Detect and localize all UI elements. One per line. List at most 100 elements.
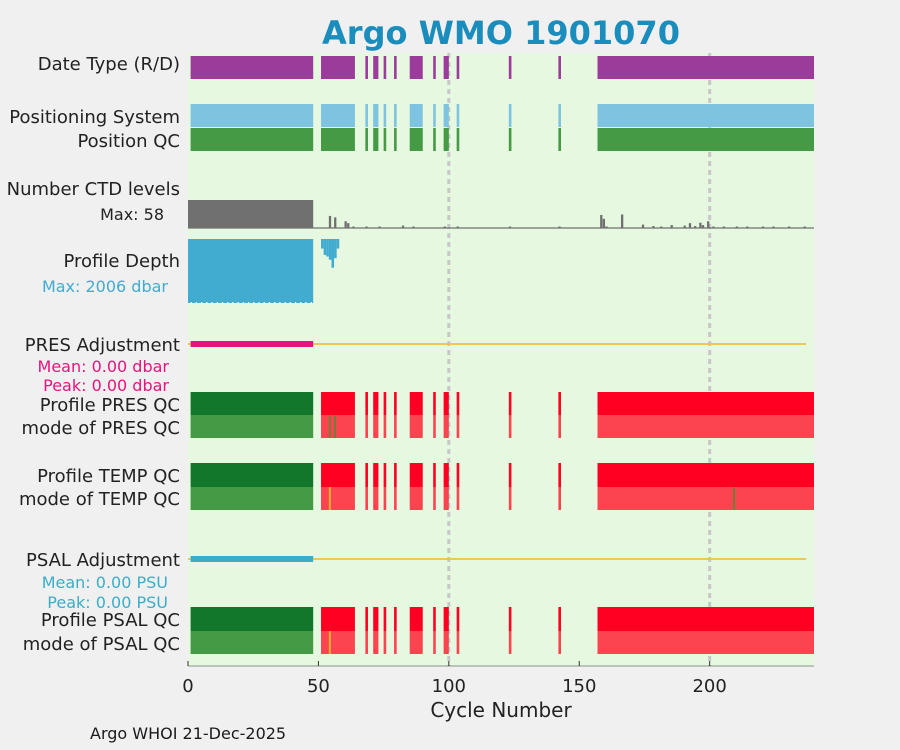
mode-temp-qc-mark [733, 487, 736, 510]
depth-tick [237, 302, 239, 304]
positioning-system-segment [456, 104, 460, 127]
psal-mean-label: Mean: 0.00 PSU [42, 573, 168, 592]
depth-tick [242, 302, 244, 304]
mode-psal-qc-segment [409, 631, 423, 654]
ctd-bar [412, 226, 415, 228]
x-tick-label: 200 [692, 676, 726, 697]
position-qc-segment [383, 128, 387, 151]
mode-temp-qc-segment [373, 487, 379, 510]
x-axis-label: Cycle Number [430, 698, 572, 722]
ctd-bar [712, 226, 715, 228]
ctd-bar [641, 224, 645, 228]
date-type-segment [394, 56, 397, 79]
row-label: PRES Adjustment [25, 335, 180, 356]
positioning-system-segment [373, 104, 379, 127]
position-qc-segment [456, 128, 460, 151]
mode-temp-qc-segment [597, 487, 814, 510]
mode-pres-qc-segment [365, 415, 368, 438]
footer-credit: Argo WHOI 21-Dec-2025 [90, 724, 287, 743]
row-label: mode of PRES QC [22, 418, 180, 439]
date-type-segment [373, 56, 379, 79]
depth-bar [328, 239, 332, 260]
date-type-segment [456, 56, 460, 79]
reference-lines [447, 53, 712, 666]
depth-tick [195, 302, 198, 304]
mode-psal-qc-segment [365, 631, 368, 654]
row-label: PSAL Adjustment [26, 550, 180, 571]
profile-pres-qc-segment [394, 392, 397, 415]
profile-psal-qc-segment [394, 607, 397, 631]
ctd-bar [688, 223, 692, 228]
ctd-bar [558, 226, 561, 228]
profile-pres-qc-segment [443, 392, 449, 415]
ctd-bar [746, 226, 749, 228]
date-type-segment [597, 56, 814, 79]
mode-psal-qc-segment [558, 631, 561, 654]
depth-tick [221, 302, 224, 304]
ctd-bar [620, 214, 624, 228]
ctd-bar [605, 226, 608, 228]
depth-bar [323, 239, 327, 255]
profile-psal-qc-segment [373, 607, 379, 631]
profile-temp-qc-segment [394, 463, 397, 487]
ctd-bar [707, 221, 710, 228]
date-type-segment [433, 56, 436, 79]
mode-pres-qc-segment [456, 415, 460, 438]
depth-tick [253, 302, 255, 304]
mode-psal-qc-segment [443, 631, 449, 654]
mode-pres-qc-segment [409, 415, 423, 438]
row-label: Profile PRES QC [40, 395, 180, 416]
positioning-system-segment [190, 104, 314, 127]
positioning-system-segment [558, 104, 561, 127]
depth-bar [331, 239, 335, 268]
ctd-bar [602, 218, 606, 228]
ctd-bar [735, 226, 739, 228]
position-qc-segment [443, 128, 449, 151]
position-qc-segment [597, 128, 814, 151]
ctd-bar [378, 226, 381, 228]
positioning-system-segment [433, 104, 436, 127]
positioning-system-segment [365, 104, 368, 127]
row-label: Position QC [77, 131, 180, 152]
x-tick-label: 150 [562, 676, 596, 697]
mode-pres-qc-segment [508, 415, 512, 438]
mode-temp-qc-segment [433, 487, 436, 510]
depth-tick [247, 302, 250, 304]
ctd-bar [344, 221, 347, 228]
depth-tick [284, 302, 286, 304]
profile-pres-qc-segment [558, 392, 561, 415]
mode-psal-qc-mark [328, 631, 331, 654]
mode-temp-qc-segment [456, 487, 460, 510]
profile-pres-qc-segment [409, 392, 423, 415]
ctd-bar [699, 222, 702, 228]
depth-tick [300, 302, 302, 304]
position-qc-segment [373, 128, 379, 151]
profile-temp-qc-segment [409, 463, 423, 487]
mode-psal-qc-segment [383, 631, 387, 654]
position-qc-segment [409, 128, 423, 151]
ctd-bar [600, 214, 603, 228]
position-qc-segment [433, 128, 436, 151]
depth-bar [188, 239, 314, 303]
mode-psal-qc-segment [433, 631, 436, 654]
profile-pres-qc-segment [456, 392, 460, 415]
mode-temp-qc-mark [328, 487, 331, 510]
row-label: Profile TEMP QC [37, 466, 180, 487]
ctd-bar [365, 226, 368, 228]
depth-tick [190, 302, 192, 304]
row-label: Number CTD levels [7, 179, 180, 200]
date-type-segment [190, 56, 314, 79]
date-type-segment [443, 56, 449, 79]
ctd-bar [772, 226, 775, 228]
date-type-segment [321, 56, 355, 79]
depth-bar [336, 239, 340, 249]
profile-temp-qc-segment [433, 463, 436, 487]
ctd-bar [328, 215, 332, 228]
profile-temp-qc-segment [597, 463, 814, 487]
depth-bar [321, 239, 324, 249]
psal-adjustment-bar [190, 556, 314, 562]
date-type-segment [409, 56, 423, 79]
mode-temp-qc-segment [190, 487, 314, 510]
ctd-bar [456, 226, 459, 228]
profile-pres-qc-segment [433, 392, 436, 415]
